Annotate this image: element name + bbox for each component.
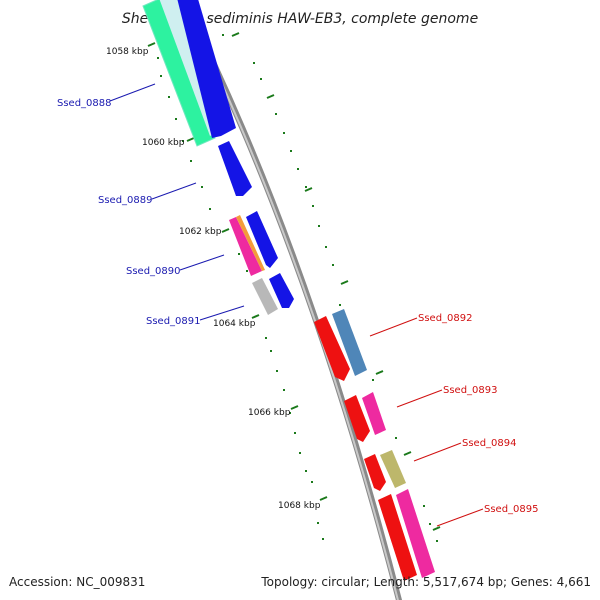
- gene-0893-red-arrow: [344, 395, 370, 442]
- gene-label-Ssed_0891[interactable]: Ssed_0891: [146, 316, 201, 327]
- gene-label-Ssed_0890[interactable]: Ssed_0890: [126, 266, 181, 277]
- accession-text: Accession: NC_009831: [9, 575, 145, 589]
- left-leader-lines: [109, 83, 245, 321]
- inner-major-ticks: [147, 42, 328, 501]
- gene-0891-blue-arrow: [269, 273, 294, 308]
- gene-0890-blue-arrow: [246, 211, 278, 268]
- gene-label-Ssed_0889[interactable]: Ssed_0889: [98, 195, 153, 206]
- gene-Ssed_0892[interactable]: [314, 309, 367, 381]
- gene-Ssed_0888[interactable]: [142, 0, 236, 147]
- gene-0890-magenta: [229, 217, 262, 276]
- gene-Ssed_0890[interactable]: [229, 211, 278, 276]
- gene-Ssed_0893[interactable]: [344, 392, 386, 442]
- gene-Ssed_0891[interactable]: [252, 273, 294, 315]
- outer-tick-track: [222, 34, 438, 542]
- inner-tick-track: [157, 57, 324, 540]
- topology-text: Topology: circular; Length: 5,517,674 bp…: [260, 575, 591, 589]
- gene-Ssed_0889[interactable]: [218, 141, 252, 196]
- gene-label-Ssed_0894[interactable]: Ssed_0894: [462, 438, 517, 449]
- gene-label-Ssed_0892[interactable]: Ssed_0892: [418, 313, 473, 324]
- gene-0893-magenta: [362, 392, 386, 435]
- gene-0894-red-arrow: [364, 454, 386, 491]
- tick-label-1068: 1068 kbp: [278, 501, 321, 511]
- tick-label-1060: 1060 kbp: [142, 138, 185, 148]
- gene-0892-red-arrow: [314, 316, 350, 381]
- gene-label-Ssed_0895[interactable]: Ssed_0895: [484, 504, 539, 515]
- gene-Ssed_0894[interactable]: [364, 450, 406, 491]
- tick-label-1066: 1066 kbp: [248, 408, 291, 418]
- gene-label-Ssed_0893[interactable]: Ssed_0893: [443, 385, 498, 396]
- gene-0891-gray: [252, 278, 278, 315]
- map-title: Shewanella sediminis HAW-EB3, complete g…: [122, 11, 478, 27]
- tick-label-1058: 1058 kbp: [106, 47, 149, 57]
- gene-0894-khaki: [380, 450, 406, 488]
- tick-label-1064: 1064 kbp: [213, 319, 256, 329]
- right-leader-lines: [369, 317, 484, 527]
- gene-0888-blue-arrow: [177, 0, 236, 138]
- gene-label-Ssed_0888[interactable]: Ssed_0888: [57, 98, 112, 109]
- gene-0892-steelblue: [332, 309, 367, 376]
- tick-label-1062: 1062 kbp: [179, 227, 222, 237]
- gene-Ssed_0895[interactable]: [378, 489, 435, 581]
- gene-0895-red: [378, 494, 417, 581]
- outer-major-ticks: [231, 32, 441, 531]
- gene-0895-magenta: [396, 489, 435, 578]
- gene-0890-orange: [236, 215, 265, 271]
- gene-0888-light-band: [142, 0, 216, 147]
